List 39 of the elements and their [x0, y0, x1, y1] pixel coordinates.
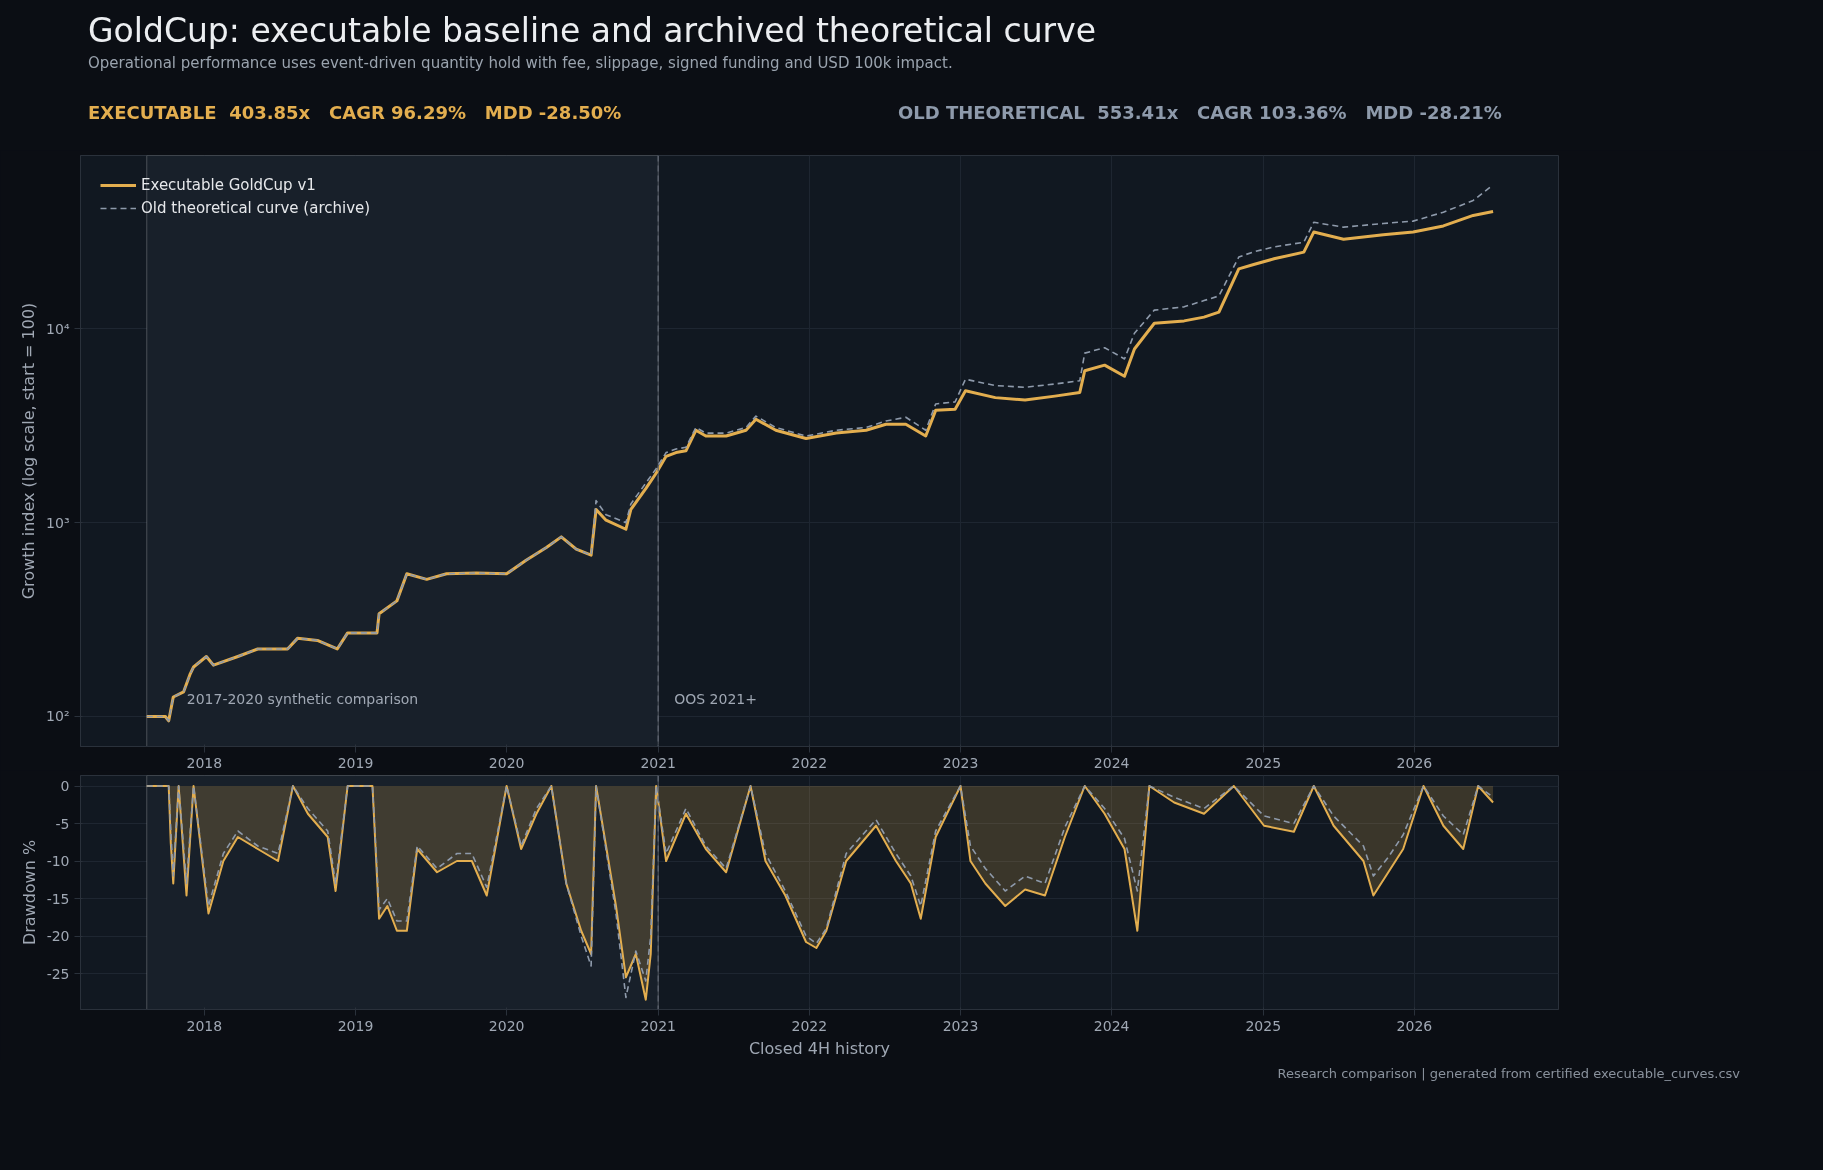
chart-subtitle: Operational performance uses event-driven quantity hold with fee, slippage, signed funding and USD 100k impact. — [88, 53, 954, 74]
band-label: 2017-2020 synthetic comparison — [186, 690, 419, 707]
ref-line-label: OOS 2021+ — [674, 690, 757, 707]
y-axis-title: Growth index (log scale, start = 100) — [19, 302, 39, 600]
y-tick-label: -15 — [46, 890, 70, 907]
x-tick-label: 2018 — [186, 754, 223, 771]
legend-label: Executable GoldCup v1 — [141, 176, 316, 194]
y-tick-label: -20 — [46, 928, 70, 944]
y-tick-label: 10² — [46, 708, 70, 725]
chart-title: GoldCup: executable baseline and archived theoretical curve — [88, 11, 1097, 51]
x-tick-label: 2025 — [1245, 1017, 1282, 1034]
x-tick-label: 2023 — [942, 1017, 979, 1034]
y-tick-label: 10³ — [46, 514, 70, 531]
text: Research comparison | generated from certified executable_curves.csv — [1276, 1065, 1740, 1083]
y-tick-label: -10 — [46, 853, 70, 869]
x-tick-label: 2019 — [337, 754, 374, 771]
y-tick-label: -5 — [55, 815, 70, 832]
text: OLD THEORETICAL 553.41x CAGR 103.36% MDD -28.21% — [898, 101, 1503, 126]
x-tick-label: 2023 — [942, 754, 979, 771]
x-tick-label: 2020 — [488, 1017, 525, 1034]
x-tick-label: 2018 — [186, 1017, 223, 1034]
x-tick-label: 2026 — [1396, 1017, 1433, 1034]
y-tick-label: 10⁴ — [46, 320, 70, 337]
x-tick-label: 2022 — [791, 1017, 828, 1034]
x-tick-label: 2026 — [1396, 754, 1433, 771]
x-tick-label: 2024 — [1093, 1017, 1130, 1034]
x-tick-label: 2021 — [640, 754, 677, 771]
x-tick-label: 2022 — [791, 754, 828, 771]
x-tick-label: 2025 — [1245, 754, 1282, 771]
text: EXECUTABLE 403.85x CAGR 96.29% MDD -28.50% — [88, 101, 623, 126]
y-tick-label: -25 — [46, 965, 70, 982]
x-tick-label: 2020 — [488, 754, 525, 771]
x-axis-title: Closed 4H history — [748, 1038, 891, 1058]
y-axis-title: Drawdown % — [19, 839, 39, 946]
x-tick-label: 2019 — [337, 1017, 374, 1034]
x-tick-label: 2021 — [640, 1017, 677, 1034]
x-tick-label: 2024 — [1093, 754, 1130, 771]
y-tick-label: 0 — [60, 778, 70, 794]
legend-label: Old theoretical curve (archive) — [141, 199, 371, 217]
